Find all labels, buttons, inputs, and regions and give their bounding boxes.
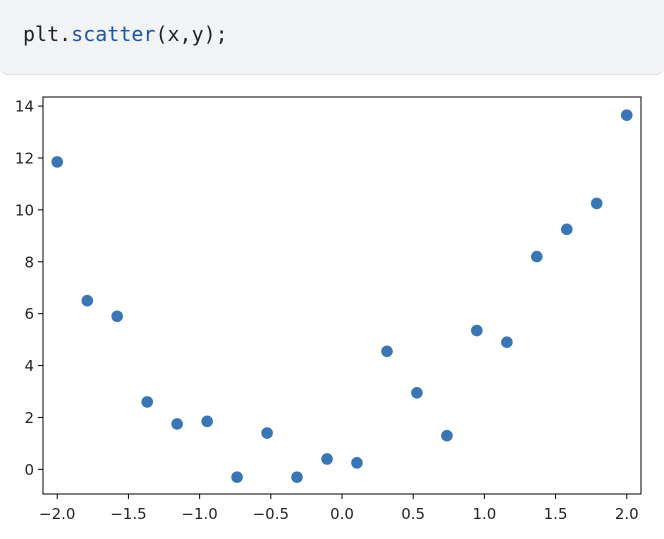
code-dot: . <box>59 22 72 46</box>
data-point <box>590 197 603 210</box>
x-tick-label: −1.5 <box>110 505 146 523</box>
data-point <box>501 336 513 349</box>
data-point <box>411 387 423 399</box>
y-axis: 0 2 4 6 8 10 12 14 <box>15 98 43 479</box>
plot-area-frame <box>42 96 642 495</box>
data-point <box>381 345 393 358</box>
scatter-chart: −2.0 −1.5 −1.0 −0.5 0.0 0.5 1.0 1.5 2.0 0 2 4 6 8 10 1… <box>15 96 642 523</box>
code-function: scatter <box>71 22 156 46</box>
x-tick-label: 1.5 <box>544 505 568 523</box>
plot-output: −2.0 −1.5 −1.0 −0.5 0.0 0.5 1.0 1.5 2.0 0 2 4 6 8 10 1… <box>0 86 664 534</box>
data-point <box>321 453 333 465</box>
data-point <box>441 429 453 442</box>
x-tick-label: −1.0 <box>181 505 217 523</box>
data-point <box>111 310 123 323</box>
x-axis: −2.0 −1.5 −1.0 −0.5 0.0 0.5 1.0 1.5 2.0 <box>39 494 639 523</box>
y-tick-label: 2 <box>24 409 34 427</box>
data-point <box>530 250 543 263</box>
data-points <box>51 109 633 483</box>
y-tick-label: 4 <box>24 357 34 375</box>
data-point <box>561 223 573 236</box>
data-point <box>81 294 94 307</box>
data-point <box>291 471 303 483</box>
data-point <box>171 418 183 430</box>
data-point <box>471 324 483 337</box>
y-tick-label: 6 <box>24 305 34 323</box>
code-object: plt <box>23 22 60 46</box>
data-point <box>620 109 633 121</box>
x-tick-label: 1.0 <box>472 505 496 523</box>
y-tick-label: 14 <box>15 98 34 116</box>
y-tick-label: 0 <box>24 461 34 479</box>
code-args: (x,y); <box>155 22 228 46</box>
data-point <box>51 156 64 168</box>
x-tick-label: −0.5 <box>253 505 289 523</box>
data-point <box>201 415 213 428</box>
code-line[interactable]: plt.scatter(x,y); <box>23 22 228 46</box>
data-point <box>351 457 363 469</box>
code-cell[interactable]: plt.scatter(x,y); <box>0 0 664 75</box>
data-point <box>261 427 273 439</box>
data-point <box>141 396 154 408</box>
x-tick-label: 0.5 <box>401 505 425 523</box>
x-tick-label: −2.0 <box>39 505 75 523</box>
y-tick-label: 8 <box>24 253 34 271</box>
data-point <box>231 471 243 483</box>
x-tick-label: 2.0 <box>615 505 639 523</box>
y-tick-label: 10 <box>15 201 34 219</box>
y-tick-label: 12 <box>15 149 34 167</box>
x-tick-label: 0.0 <box>330 505 354 523</box>
